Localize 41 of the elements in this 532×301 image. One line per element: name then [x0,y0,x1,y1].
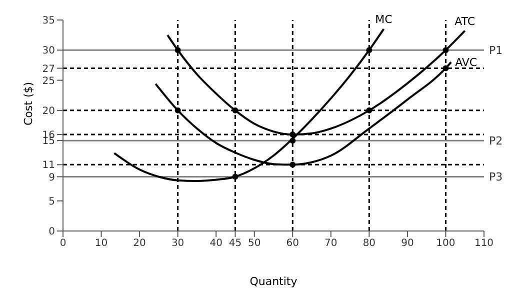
x-tick-label: 0 [60,238,66,250]
y-tick-label: 20 [42,106,55,117]
x-tick-label: 80 [362,238,376,250]
x-tick-label: 45 [228,238,242,250]
y-tick-label: 0 [48,226,55,238]
y-tick-label: 25 [42,76,55,87]
y-tick-label: 9 [48,172,55,184]
series-label: AVC [455,56,478,70]
point [290,132,296,138]
x-tick-label: 40 [210,238,222,250]
x-tick-label: 30 [171,238,184,250]
ref-line-label: P2 [489,134,503,148]
point [366,107,372,114]
y-tick-label: 5 [48,196,55,208]
point [290,162,296,168]
point [442,47,449,54]
point [174,107,181,114]
y-tick-label: 27 [42,64,55,75]
point [232,174,238,180]
x-tick-label: 70 [324,238,338,250]
x-tick-label: 100 [436,238,456,250]
x-tick-label: 90 [401,238,414,250]
y-tick-label: 30 [42,46,55,57]
x-tick-label: 60 [286,238,300,250]
y-tick-label: 11 [42,160,55,172]
x-tick-label: 50 [248,238,261,250]
point [174,47,181,54]
x-tick-label: 20 [133,238,146,250]
ref-line-label: P1 [489,44,503,58]
y-axis-title: Cost ($) [22,82,35,126]
series-label: MC [375,13,393,26]
point [366,47,372,54]
point [442,65,449,72]
point [232,107,238,114]
series-label: ATC [454,14,476,28]
x-tick-label: 10 [94,238,108,250]
x-tick-label: 110 [474,238,494,250]
x-axis-title: Quantity [250,275,298,288]
point [290,138,296,144]
ref-line-label: P3 [489,170,503,184]
y-tick-label: 35 [42,16,55,27]
